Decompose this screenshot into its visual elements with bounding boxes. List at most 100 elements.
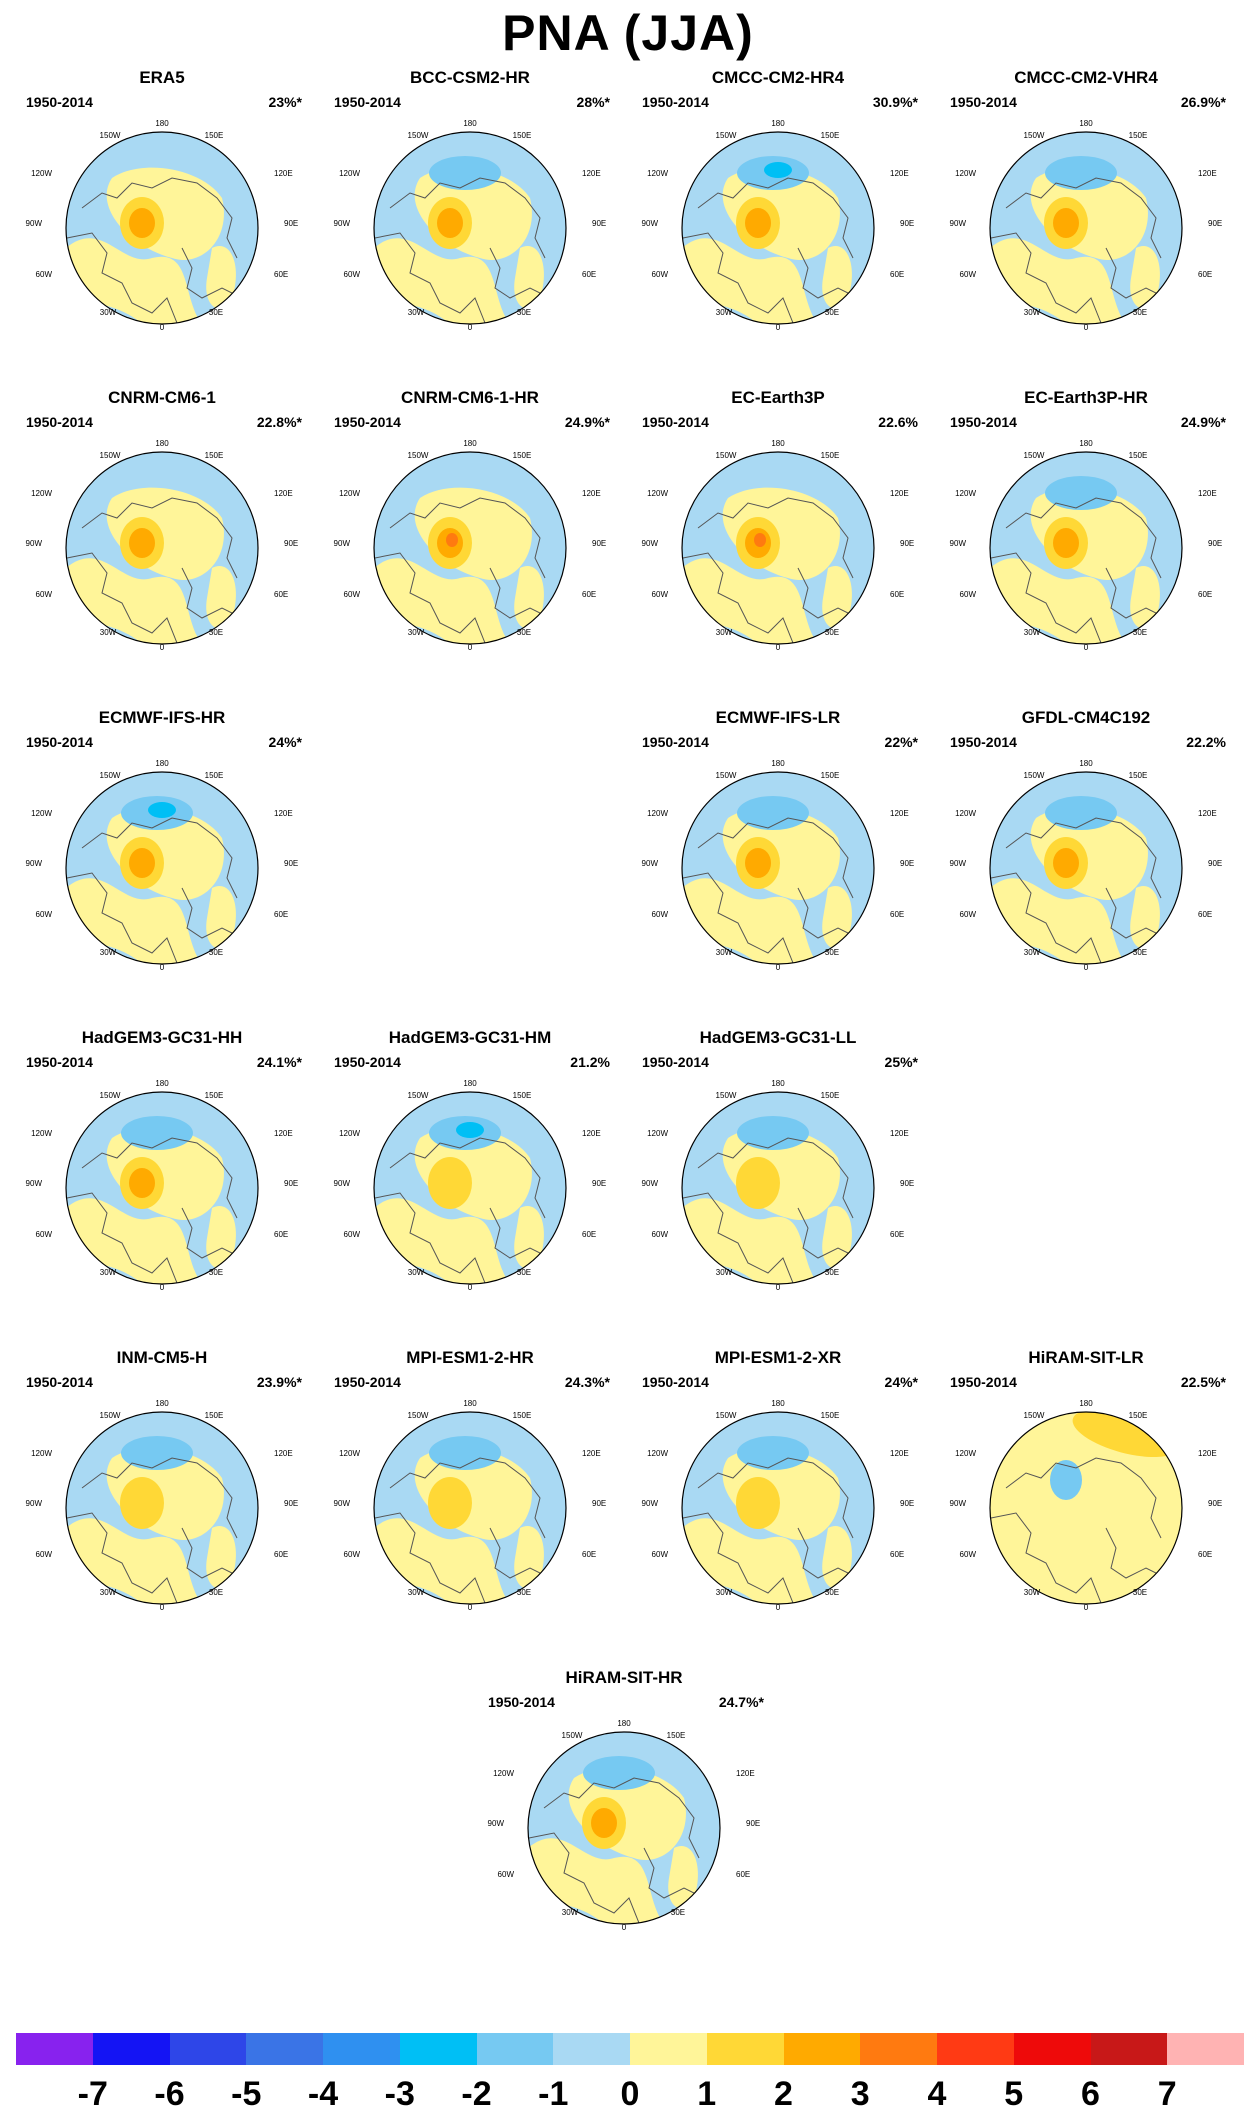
colorbar-tick-label: 4: [927, 2075, 947, 2113]
longitude-label: 60E: [582, 1550, 596, 1559]
longitude-label: 150E: [1129, 771, 1148, 780]
longitude-label: 30E: [825, 628, 839, 637]
longitude-label: 90E: [592, 1499, 606, 1508]
longitude-label: 150W: [716, 1411, 737, 1420]
longitude-label: 30W: [408, 1588, 425, 1597]
panel-variance: 24%*: [268, 734, 302, 750]
longitude-label: 180: [155, 119, 169, 128]
longitude-label: 90E: [746, 1819, 760, 1828]
longitude-label: 120E: [1198, 1449, 1217, 1458]
colorbar-tick-label: 0: [620, 2075, 640, 2113]
polar-map: 180 150W 150E 120W 120E 90W 90E 60W 60E 30W 30E 0: [642, 759, 915, 972]
longitude-label: 150E: [821, 1091, 840, 1100]
longitude-label: 90E: [592, 219, 606, 228]
colorbar-segment: [476, 2033, 554, 2065]
longitude-label: 90E: [1208, 1499, 1222, 1508]
panel-variance: 24.9%*: [564, 414, 610, 430]
longitude-label: 60E: [274, 910, 288, 919]
longitude-label: 30W: [1024, 308, 1041, 317]
longitude-label: 90E: [592, 539, 606, 548]
longitude-label: 120E: [1198, 169, 1217, 178]
longitude-label: 90W: [26, 1179, 43, 1188]
polar-map: 180 150W 150E 120W 120E 90W 90E 60W 60E 30W 30E 0: [642, 1399, 915, 1612]
longitude-label: 30W: [100, 628, 117, 637]
polar-map: 180 150W 150E 120W 120E 90W 90E 60W 60E 30W 30E 0: [334, 1079, 607, 1292]
longitude-label: 60W: [960, 270, 977, 279]
map-panel: ECMWF-IFS-HR 1950-2014 24%* 180 150W 150E 120W…: [12, 708, 312, 1008]
map-panel: HadGEM3-GC31-LL 1950-2014 25%* 180 150W 150E 1…: [628, 1028, 928, 1328]
longitude-label: 0: [160, 643, 165, 652]
panel-title: CNRM-CM6-1-HR: [401, 388, 539, 407]
longitude-label: 30E: [1133, 628, 1147, 637]
longitude-label: 30W: [1024, 628, 1041, 637]
colorbar-segment: [399, 2033, 477, 2065]
longitude-label: 0: [1084, 323, 1089, 332]
panel-title: ECMWF-IFS-HR: [98, 708, 226, 727]
longitude-label: 0: [776, 643, 781, 652]
longitude-label: 60W: [36, 590, 53, 599]
longitude-label: 150W: [408, 1411, 429, 1420]
panel-period: 1950-2014: [488, 1694, 555, 1710]
longitude-label: 30E: [209, 948, 223, 957]
longitude-label: 60E: [274, 1550, 288, 1559]
longitude-label: 150W: [716, 451, 737, 460]
panel-period: 1950-2014: [642, 94, 709, 110]
longitude-label: 60W: [36, 1230, 53, 1239]
longitude-label: 30W: [100, 1588, 117, 1597]
longitude-label: 60W: [652, 1230, 669, 1239]
longitude-label: 150W: [100, 771, 121, 780]
longitude-label: 120W: [647, 489, 668, 498]
longitude-label: 0: [468, 323, 473, 332]
longitude-label: 60E: [582, 590, 596, 599]
longitude-label: 90W: [950, 539, 967, 548]
panel-period: 1950-2014: [334, 1374, 401, 1390]
map-panel: MPI-ESM1-2-HR 1950-2014 24.3%* 180 150W 150E 1…: [320, 1348, 620, 1648]
longitude-label: 30E: [517, 1588, 531, 1597]
longitude-label: 90E: [284, 859, 298, 868]
colorbar-segment: [1090, 2033, 1168, 2065]
longitude-label: 30E: [209, 1588, 223, 1597]
panel-title: CMCC-CM2-VHR4: [1014, 68, 1158, 87]
polar-map: 180 150W 150E 120W 120E 90W 90E 60W 60E 30W 30E 0: [950, 759, 1223, 972]
panel-variance: 22.8%*: [256, 414, 302, 430]
longitude-label: 150E: [513, 131, 532, 140]
longitude-label: 60E: [736, 1870, 750, 1879]
longitude-label: 30W: [716, 948, 733, 957]
panel-period: 1950-2014: [950, 94, 1017, 110]
longitude-label: 0: [776, 963, 781, 972]
longitude-label: 150E: [205, 131, 224, 140]
longitude-label: 180: [771, 1079, 785, 1088]
polar-map: 180 150W 150E 120W 120E 90W 90E 60W 60E 30W 30E 0: [950, 119, 1223, 332]
longitude-label: 120E: [274, 169, 293, 178]
longitude-label: 120E: [274, 489, 293, 498]
colorbar-segment: [1013, 2033, 1091, 2065]
colorbar: [16, 2033, 1244, 2065]
longitude-label: 120E: [736, 1769, 755, 1778]
longitude-label: 0: [1084, 1603, 1089, 1612]
longitude-label: 0: [468, 643, 473, 652]
map-panel: CMCC-CM2-VHR4 1950-2014 26.9%* 180 150W 150E 1…: [936, 68, 1236, 368]
longitude-label: 180: [463, 439, 477, 448]
panel-period: 1950-2014: [26, 1054, 93, 1070]
colorbar-tick-label: -5: [231, 2075, 262, 2113]
longitude-label: 0: [160, 1283, 165, 1292]
colorbar-tick-label: -4: [307, 2075, 339, 2113]
colorbar-segment: [783, 2033, 861, 2065]
panel-period: 1950-2014: [950, 414, 1017, 430]
polar-map: 180 150W 150E 120W 120E 90W 90E 60W 60E 30W 30E 0: [26, 1079, 299, 1292]
longitude-label: 180: [1079, 1399, 1093, 1408]
panel-title: BCC-CSM2-HR: [410, 68, 530, 87]
longitude-label: 150E: [513, 1091, 532, 1100]
panel-period: 1950-2014: [950, 734, 1017, 750]
longitude-label: 120W: [955, 169, 976, 178]
colorbar-tick-label: -3: [384, 2075, 415, 2113]
longitude-label: 90E: [284, 1179, 298, 1188]
longitude-label: 30W: [100, 948, 117, 957]
longitude-label: 0: [1084, 643, 1089, 652]
longitude-label: 90E: [592, 1179, 606, 1188]
longitude-label: 60W: [344, 1550, 361, 1559]
panel-period: 1950-2014: [642, 414, 709, 430]
longitude-label: 60E: [1198, 590, 1212, 599]
longitude-label: 60E: [274, 590, 288, 599]
longitude-label: 90W: [950, 1499, 967, 1508]
